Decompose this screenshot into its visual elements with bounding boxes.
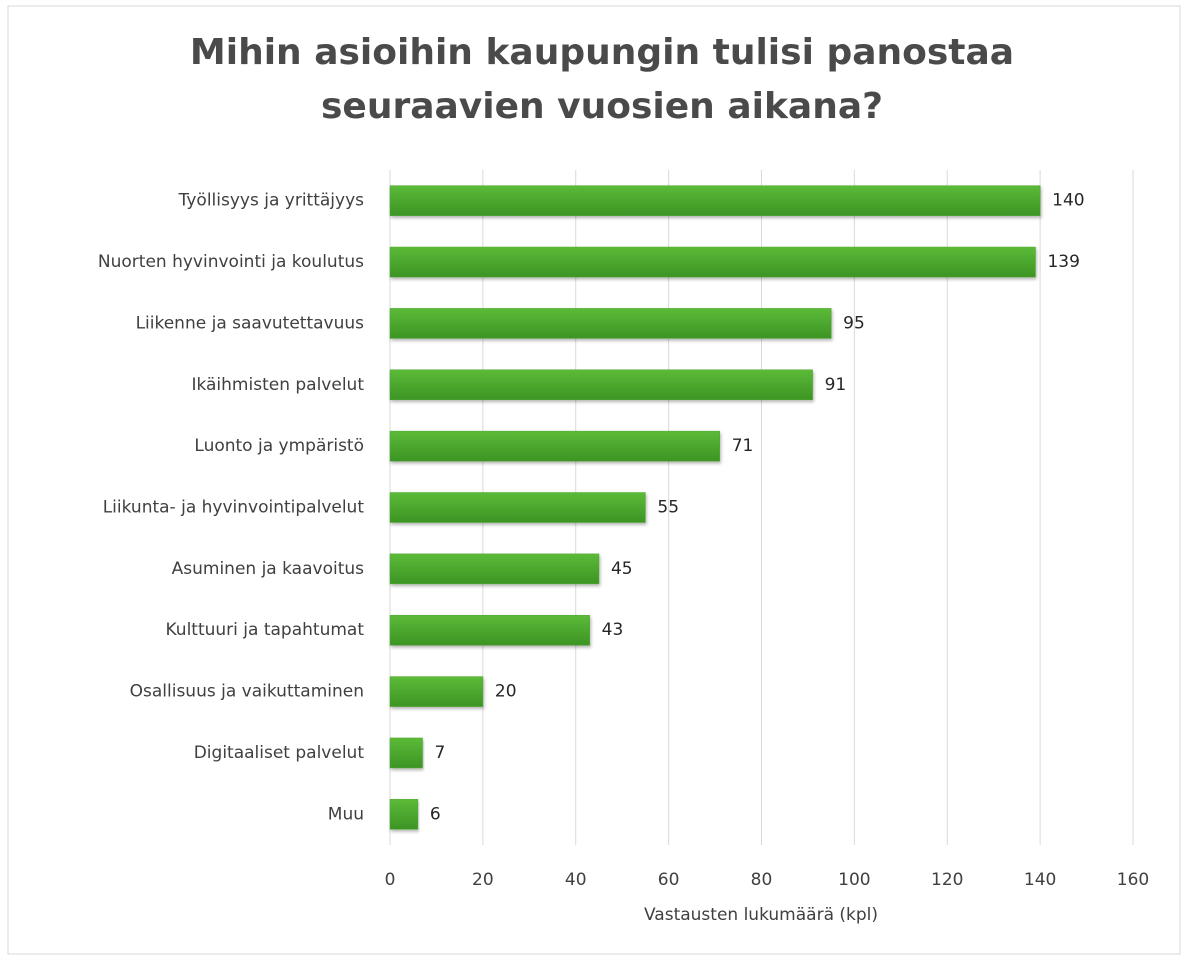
bar: [389, 369, 813, 401]
data-label: 7: [435, 743, 446, 763]
bar: [389, 676, 484, 707]
bar: [389, 430, 720, 462]
data-label: 139: [1047, 252, 1079, 272]
x-tick-label: 160: [1117, 870, 1149, 890]
chart-title: seuraavien vuosien aikana?: [321, 86, 883, 127]
bar: [389, 308, 832, 339]
bar: [389, 799, 419, 830]
data-label: 55: [657, 498, 679, 518]
data-label: 91: [825, 375, 847, 395]
data-label: 43: [602, 620, 624, 640]
y-tick-label: Nuorten hyvinvointi ja koulutus: [98, 252, 364, 272]
data-label: 6: [430, 804, 441, 824]
x-tick-label: 20: [472, 870, 494, 890]
x-tick-label: 60: [658, 870, 680, 890]
y-tick-label: Kulttuuri ja tapahtumat: [166, 620, 365, 640]
bar: [389, 614, 590, 646]
y-tick-label: Muu: [328, 804, 364, 824]
x-tick-label: 100: [838, 870, 870, 890]
x-tick-label: 0: [385, 870, 396, 890]
y-tick-label: Asuminen ja kaavoitus: [172, 559, 365, 579]
y-tick-label: Työllisyys ja yrittäjyys: [178, 191, 365, 211]
bar: [389, 185, 1041, 216]
bar: [389, 246, 1036, 278]
x-tick-label: 140: [1024, 870, 1056, 890]
x-tick-label: 120: [931, 870, 963, 890]
y-tick-label: Liikunta- ja hyvinvointipalvelut: [103, 498, 365, 518]
chart-title: Mihin asioihin kaupungin tulisi panostaa: [190, 32, 1014, 73]
x-tick-label: 40: [565, 870, 587, 890]
chart-border: [7, 5, 1181, 955]
y-tick-label: Digitaaliset palvelut: [194, 743, 365, 763]
y-tick-label: Liikenne ja saavutettavuus: [136, 313, 365, 333]
y-tick-label: Osallisuus ja vaikuttaminen: [130, 682, 364, 702]
bar: [389, 737, 423, 769]
x-tick-label: 80: [751, 870, 773, 890]
y-tick-label: Luonto ja ympäristö: [194, 436, 364, 456]
bar: [389, 553, 600, 585]
data-label: 20: [495, 682, 517, 702]
y-tick-label: Ikäihmisten palvelut: [191, 375, 364, 395]
bar: [389, 492, 646, 523]
data-label: 45: [611, 559, 633, 579]
data-label: 95: [843, 313, 865, 333]
data-label: 71: [732, 436, 754, 456]
x-axis-label: Vastausten lukumäärä (kpl): [644, 905, 878, 925]
data-label: 140: [1052, 191, 1084, 211]
